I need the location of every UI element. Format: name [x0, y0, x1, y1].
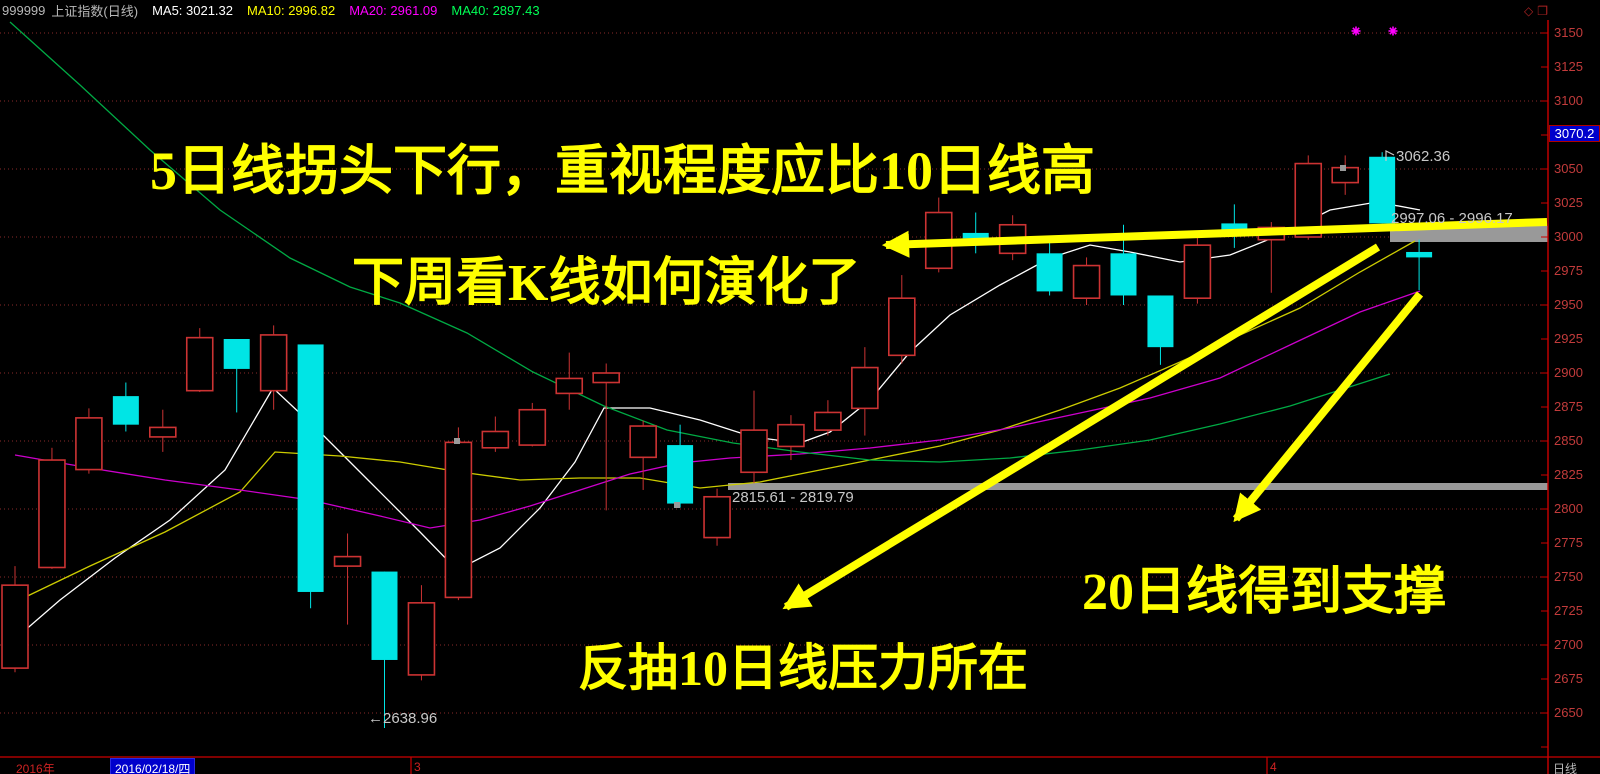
candle-body-up	[814, 411, 842, 431]
price-axis-label: 3000	[1554, 229, 1583, 244]
event-markers	[1351, 26, 1398, 36]
price-callout-label: 2997.06 - 2996.17	[1391, 210, 1513, 227]
price-axis-label: 2975	[1554, 263, 1583, 278]
candle-body-down	[1369, 156, 1396, 224]
candle-body-down	[297, 344, 324, 592]
window-tools: ◇ ❐	[1524, 4, 1548, 18]
candle-body-up	[518, 408, 547, 446]
candle-body-up	[259, 334, 288, 392]
event-star-marker	[1389, 27, 1397, 35]
candle-body-up	[740, 429, 768, 474]
candle-body-up	[149, 426, 177, 438]
time-axis-bar: 2016年 2016/02/18/四 3 4 日线	[0, 758, 1600, 774]
symbol-title: 上证指数(日线)	[51, 3, 139, 19]
ma5-line	[7, 201, 1421, 646]
candle-body-up	[1, 584, 29, 669]
annotation-note: 20日线得到支撑	[1082, 564, 1447, 621]
candle-body-up	[1183, 244, 1212, 300]
candle-body-down	[223, 339, 250, 369]
candle-body-up	[851, 366, 879, 410]
symbol-code: 999999	[2, 2, 46, 18]
price-range-band	[728, 483, 1548, 490]
candle-body-up	[185, 336, 214, 392]
price-axis-label: 2900	[1554, 365, 1583, 380]
price-callout-label: 3062.36	[1396, 148, 1451, 165]
month-tick-label: 3	[414, 760, 421, 774]
price-axis-label: 3100	[1554, 93, 1583, 108]
price-axis-label: 2675	[1554, 671, 1583, 686]
price-axis-label: 3125	[1554, 59, 1583, 74]
price-callout-label: ←2638.96	[368, 710, 438, 727]
price-axis-label: 3025	[1554, 195, 1583, 210]
price-axis-label: 2700	[1554, 637, 1583, 652]
candle-body-up	[555, 377, 584, 395]
candle-body-down	[1221, 223, 1248, 233]
month-tick-label: 4	[1270, 760, 1277, 774]
candle-body-up	[1072, 264, 1101, 299]
price-axis-label: 2925	[1554, 331, 1583, 346]
candle-body-up	[407, 602, 436, 676]
candle-marker-dot	[674, 502, 680, 508]
price-axis-label: 2650	[1554, 705, 1583, 720]
candle-body-down	[1406, 251, 1433, 258]
candle-body-up	[481, 430, 510, 449]
price-callout-label: 2815.61 - 2819.79	[732, 489, 854, 506]
price-axis-label: 2950	[1554, 297, 1583, 312]
axis-lines	[0, 20, 1600, 774]
candle-marker-dot	[454, 438, 460, 444]
event-star-marker	[1352, 27, 1360, 35]
period-label: 日线	[1553, 762, 1578, 774]
ma20-value: MA20: 2961.09	[349, 2, 438, 18]
candle-body-up	[38, 459, 66, 569]
high-flag-mark	[1385, 150, 1395, 161]
candle-body-up	[75, 417, 103, 471]
candle-body-down	[1110, 253, 1137, 296]
candle-body-up	[333, 555, 362, 567]
price-axis-label: 3150	[1554, 25, 1583, 40]
candle-body-up	[703, 495, 731, 539]
date-box: 2016/02/18/四	[110, 758, 196, 774]
annotation-note: 下周看K线如何演化了	[352, 255, 861, 312]
candle-body-down	[112, 396, 139, 425]
restore-window-icon[interactable]: ❐	[1537, 4, 1548, 18]
price-axis-label: 2800	[1554, 501, 1583, 516]
candle-body-down	[1147, 295, 1174, 348]
candle-body-up	[887, 297, 916, 357]
annotation-note: 5日线拐头下行，重视程度应比10日线高	[150, 141, 1095, 201]
candle-body-down	[1036, 253, 1063, 292]
candles	[1, 152, 1433, 729]
candle-marker-dot	[1340, 165, 1346, 171]
candle-body-down	[962, 232, 989, 239]
diamond-icon[interactable]: ◇	[1524, 4, 1534, 18]
annotation-note: 反抽10日线压力所在	[578, 640, 1028, 696]
price-axis-label: 2725	[1554, 603, 1583, 618]
candle-body-up	[592, 372, 621, 384]
ma40-value: MA40: 2897.43	[451, 2, 540, 18]
candle-body-down	[371, 571, 398, 660]
ma5-value: MA5: 3021.32	[152, 2, 234, 18]
price-axis-label: 3050	[1554, 161, 1583, 176]
ma10-value: MA10: 2996.82	[247, 2, 336, 18]
current-price-tag: 3070.2	[1549, 125, 1600, 142]
price-axis-label: 2775	[1554, 535, 1583, 550]
annotation-arrow	[782, 243, 1381, 611]
price-axis-label: 2850	[1554, 433, 1583, 448]
candle-body-down	[667, 445, 694, 504]
annotation-arrows	[782, 218, 1548, 611]
annotation-arrow	[881, 218, 1548, 258]
price-axis-label: 2750	[1554, 569, 1583, 584]
candle-body-up	[1294, 162, 1323, 238]
price-axis-label: 2875	[1554, 399, 1583, 414]
candle-body-up	[629, 425, 657, 459]
annotation-arrow	[1232, 291, 1424, 523]
year-label: 2016年	[16, 762, 55, 774]
price-axis-label: 2825	[1554, 467, 1583, 482]
candle-body-up	[444, 441, 473, 599]
candle-marker-dots	[454, 150, 1395, 508]
header-bar: 999999 上证指数(日线) MA5: 3021.32 MA10: 2996.…	[0, 0, 1600, 20]
candle-body-up	[777, 423, 805, 448]
ma40-line	[9, 21, 1391, 463]
